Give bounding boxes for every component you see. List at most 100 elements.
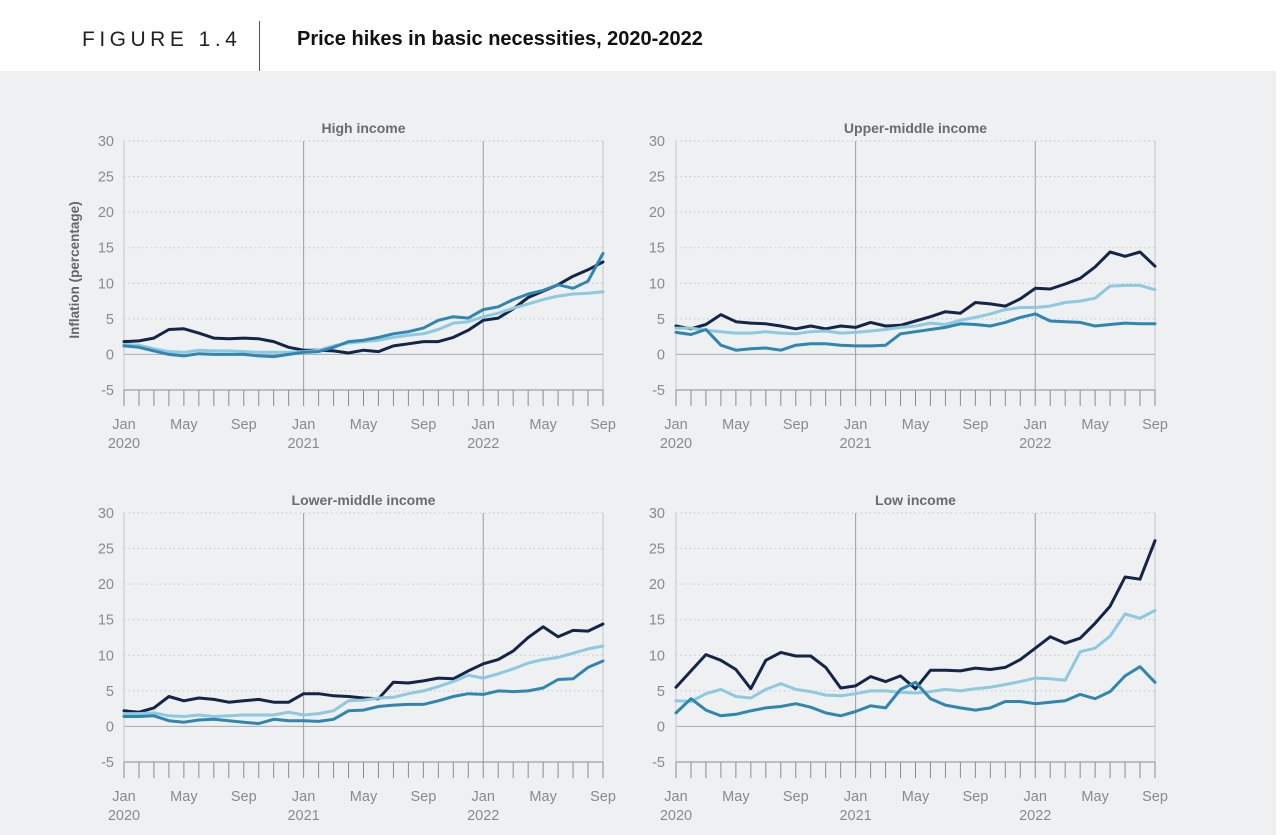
series-line-medium: [674, 665, 1157, 718]
y-tick-label: -5: [652, 383, 665, 399]
x-tick-month-label: May: [529, 417, 557, 433]
x-tick-month-label: Jan: [292, 417, 315, 433]
x-tick-month-label: Jan: [844, 417, 867, 433]
x-tick-month-label: Jan: [844, 789, 867, 805]
y-tick-label: 15: [649, 241, 665, 257]
x-tick-month-label: Sep: [783, 417, 809, 433]
x-tick-month-label: Jan: [472, 417, 495, 433]
series-line-light: [122, 290, 605, 354]
y-tick-label: -5: [652, 755, 665, 771]
y-tick-label: 0: [106, 347, 114, 363]
y-tick-label: 30: [98, 506, 114, 522]
x-tick-month-label: Sep: [410, 417, 436, 433]
y-tick-label: 25: [649, 542, 665, 558]
series-line-dark: [674, 539, 1157, 691]
x-tick-month-label: May: [1081, 789, 1109, 805]
x-tick-month-label: Sep: [231, 789, 257, 805]
x-tick-month-label: May: [902, 789, 930, 805]
y-tick-label: 10: [98, 276, 114, 292]
panel-title: High income: [321, 120, 405, 136]
series-line-dark: [122, 622, 605, 714]
y-tick-label: -5: [101, 383, 114, 399]
y-tick-label: 15: [649, 613, 665, 629]
x-tick-year-label: 2020: [660, 436, 692, 452]
x-tick-month-label: Sep: [231, 417, 257, 433]
x-tick-month-label: Sep: [1142, 417, 1168, 433]
y-tick-label: 25: [649, 170, 665, 186]
y-tick-label: 10: [649, 276, 665, 292]
series-line-medium: [122, 659, 605, 726]
x-tick-month-label: Jan: [112, 789, 135, 805]
y-tick-label: 0: [657, 719, 665, 735]
y-tick-label: 15: [98, 613, 114, 629]
y-tick-label: 20: [649, 577, 665, 593]
x-tick-month-label: Jan: [292, 789, 315, 805]
x-tick-month-label: May: [1081, 417, 1109, 433]
y-tick-label: 20: [98, 205, 114, 221]
y-tick-label: 15: [98, 241, 114, 257]
x-tick-month-label: Sep: [590, 789, 616, 805]
x-tick-month-label: May: [722, 417, 750, 433]
y-tick-label: 5: [657, 684, 665, 700]
x-tick-month-label: Jan: [472, 789, 495, 805]
header-divider: [259, 21, 260, 71]
y-tick-label: 0: [657, 347, 665, 363]
x-tick-year-label: 2022: [467, 808, 499, 824]
figure-label: FIGURE 1.4: [82, 28, 242, 51]
x-tick-year-label: 2020: [108, 436, 140, 452]
figure-header: FIGURE 1.4 Price hikes in basic necessit…: [0, 0, 1280, 71]
figure-title: Price hikes in basic necessities, 2020-2…: [297, 28, 703, 50]
series-line-medium: [674, 312, 1157, 352]
y-tick-label: 10: [649, 648, 665, 664]
y-tick-label: 25: [98, 170, 114, 186]
x-tick-month-label: Jan: [1024, 417, 1047, 433]
y-tick-label: 5: [106, 684, 114, 700]
x-tick-year-label: 2021: [839, 436, 871, 452]
y-tick-label: 10: [98, 648, 114, 664]
x-tick-month-label: May: [350, 789, 378, 805]
series-line-light: [674, 609, 1157, 703]
series-line-light: [674, 283, 1157, 336]
x-tick-month-label: Sep: [590, 417, 616, 433]
series-line-light: [122, 644, 605, 718]
x-tick-month-label: Jan: [664, 417, 687, 433]
y-tick-label: 30: [649, 506, 665, 522]
x-tick-year-label: 2020: [660, 808, 692, 824]
y-tick-label: 0: [106, 719, 114, 735]
right-edge-strip: [1276, 71, 1280, 835]
x-tick-month-label: Jan: [1024, 789, 1047, 805]
x-tick-month-label: Jan: [112, 417, 135, 433]
x-tick-month-label: May: [170, 789, 198, 805]
y-tick-label: 25: [98, 542, 114, 558]
x-tick-year-label: 2022: [1019, 436, 1051, 452]
y-tick-label: 30: [98, 134, 114, 150]
y-tick-label: 5: [657, 312, 665, 328]
x-tick-month-label: Sep: [962, 417, 988, 433]
x-tick-month-label: Sep: [1142, 789, 1168, 805]
panel-title: Lower-middle income: [292, 492, 436, 508]
y-tick-label: 20: [649, 205, 665, 221]
series-line-dark: [674, 250, 1157, 331]
series-line-dark: [122, 260, 605, 355]
x-tick-year-label: 2021: [287, 436, 319, 452]
x-tick-year-label: 2021: [287, 808, 319, 824]
x-tick-month-label: May: [902, 417, 930, 433]
y-tick-label: 30: [649, 134, 665, 150]
x-tick-month-label: Jan: [664, 789, 687, 805]
y-axis-label: Inflation (percentage): [67, 201, 82, 338]
y-tick-label: 20: [98, 577, 114, 593]
x-tick-month-label: Sep: [962, 789, 988, 805]
x-tick-month-label: Sep: [783, 789, 809, 805]
x-tick-month-label: May: [350, 417, 378, 433]
panel-title: Low income: [875, 492, 956, 508]
x-tick-month-label: May: [722, 789, 750, 805]
panel-title: Upper-middle income: [844, 120, 987, 136]
x-tick-year-label: 2022: [1019, 808, 1051, 824]
x-tick-month-label: Sep: [410, 789, 436, 805]
x-tick-year-label: 2022: [467, 436, 499, 452]
x-tick-year-label: 2020: [108, 808, 140, 824]
y-tick-label: -5: [101, 755, 114, 771]
y-tick-label: 5: [106, 312, 114, 328]
x-tick-month-label: May: [170, 417, 198, 433]
